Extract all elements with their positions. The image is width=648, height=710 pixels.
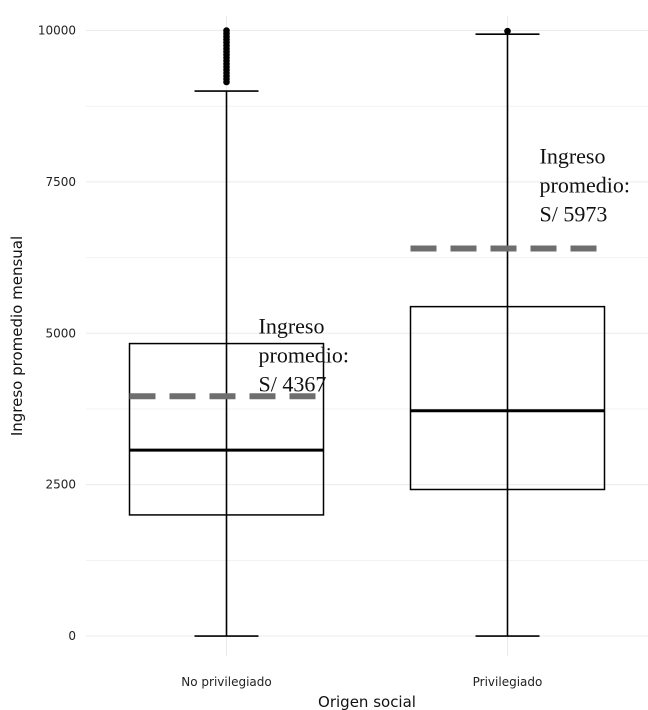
x-tick-label: No privilegiado bbox=[181, 675, 271, 689]
boxes: Ingreso promedio: S/ 4367 Ingreso promedio: S… bbox=[128, 27, 630, 637]
x-tick-label: Privilegiado bbox=[473, 675, 543, 689]
mean-annotation-line: S/ 4367 bbox=[259, 371, 327, 396]
mean-annotation: Ingreso promedio: S/ 5973 bbox=[540, 144, 630, 227]
outlier-point bbox=[223, 27, 230, 34]
mean-annotation-line: Ingreso bbox=[540, 144, 606, 169]
y-tick-label: 10000 bbox=[38, 24, 76, 38]
y-tick-label: 7500 bbox=[45, 175, 76, 189]
tick-labels: 0 2500 5000 7500 10000 No privilegiado Privile… bbox=[38, 24, 543, 689]
y-tick-label: 0 bbox=[68, 629, 76, 643]
outlier-point bbox=[504, 27, 511, 35]
box-iqr bbox=[409, 305, 606, 491]
y-axis-title: Ingreso promedio mensual bbox=[8, 236, 26, 436]
x-axis-title: Origen social bbox=[318, 693, 416, 710]
mean-annotation-line: S/ 5973 bbox=[540, 202, 608, 227]
mean-annotation-line: Ingreso bbox=[259, 313, 325, 338]
y-tick-label: 2500 bbox=[45, 478, 76, 492]
mean-annotation-line: promedio: bbox=[540, 173, 630, 198]
mean-annotation-line: promedio: bbox=[259, 342, 349, 367]
box-iqr bbox=[128, 342, 325, 516]
mean-annotation: Ingreso promedio: S/ 4367 bbox=[259, 313, 349, 396]
y-tick-label: 5000 bbox=[45, 326, 76, 340]
grid bbox=[86, 16, 648, 656]
